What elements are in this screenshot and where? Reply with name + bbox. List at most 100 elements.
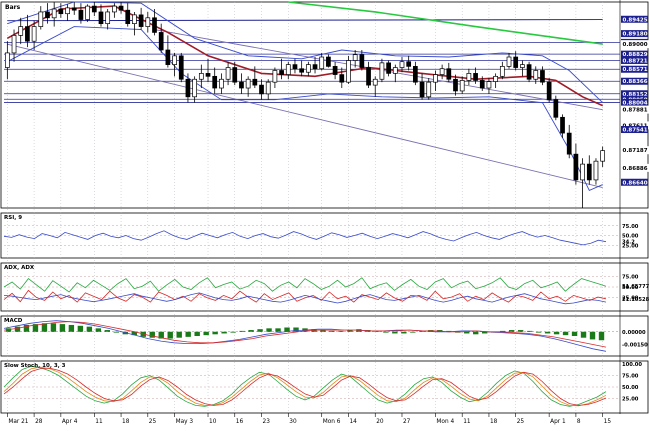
price-tick-label: 0.87187	[623, 148, 648, 154]
macd-histogram-bar	[23, 324, 30, 332]
stoch-tick-label: 100.00	[622, 362, 642, 368]
price-tick-label: 0.86640	[623, 180, 648, 186]
price-label-box	[621, 30, 648, 38]
candle-body-down	[279, 70, 284, 75]
candle	[560, 114, 565, 138]
macd-histogram-bar	[14, 326, 21, 332]
candle	[513, 51, 519, 71]
x-tick-label: Mar 21	[8, 419, 28, 425]
candle-body-down	[359, 54, 365, 68]
macd-histogram-bar	[131, 331, 137, 336]
candle	[359, 49, 365, 71]
price-tick-label: 0.87881	[623, 108, 648, 114]
price-label-box	[621, 178, 648, 186]
candle-body-up	[593, 160, 599, 181]
x-tick-label: 18	[122, 419, 130, 425]
x-tick-label: 25	[149, 419, 157, 425]
candle	[413, 61, 418, 86]
macd-histogram-bar	[446, 330, 452, 332]
macd-histogram-bar	[185, 331, 191, 337]
candle-body-up	[399, 61, 405, 68]
candle	[219, 73, 224, 94]
macd-series-line	[3, 320, 607, 352]
candle-body-up	[245, 78, 251, 89]
x-tick-label: 15	[604, 419, 612, 425]
candle-body-up	[145, 17, 151, 27]
macd-histogram-bar	[32, 324, 39, 332]
x-tick-label: 18	[490, 419, 498, 425]
candle-body-down	[239, 81, 244, 89]
x-tick-label: 23	[263, 419, 271, 425]
candle-body-down	[185, 78, 191, 98]
candle-body-up	[225, 67, 231, 80]
price-tick-label: 0.88829	[623, 52, 648, 58]
candle	[65, 4, 70, 21]
macd-histogram-bar	[383, 331, 389, 333]
candle-body-down	[25, 26, 30, 42]
price-label-box	[621, 56, 648, 64]
macd-histogram-bar	[212, 331, 218, 335]
candle	[586, 155, 592, 185]
candle	[473, 67, 478, 84]
macd-histogram-bar	[5, 328, 12, 332]
price-label-box	[620, 105, 649, 114]
trendline	[7, 19, 603, 22]
candle-body-down	[138, 14, 144, 27]
candle-body-up	[499, 66, 505, 77]
price-tick-label: 0.88152	[623, 92, 648, 98]
candle	[239, 73, 244, 94]
candle	[192, 76, 197, 103]
candle-body-down	[473, 73, 478, 81]
candle	[85, 4, 90, 22]
price-tick-label: 0.88004	[623, 100, 648, 106]
candle	[553, 95, 559, 121]
candle	[198, 64, 204, 89]
candle	[573, 143, 579, 185]
candle-body-up	[379, 62, 385, 80]
macd-histogram-bar	[203, 331, 209, 336]
macd-histogram-bar	[410, 331, 416, 333]
candle	[212, 67, 218, 94]
stoch-title: Slow Stoch, 10, 3, 3	[4, 363, 66, 369]
candle	[51, 2, 57, 27]
macd-histogram-bar	[392, 331, 398, 334]
macd-histogram-bar	[95, 328, 102, 332]
adx-series-line	[3, 292, 607, 305]
macd-histogram-bar	[158, 331, 164, 339]
candle-body-down	[45, 11, 50, 19]
rsi-tick-label: 75.00	[622, 224, 639, 230]
candle-body-down	[98, 11, 104, 25]
macd-histogram-bar	[194, 331, 200, 336]
candle	[259, 79, 264, 100]
macd-histogram-bar	[167, 331, 173, 339]
candle-body-up	[112, 5, 117, 13]
candle	[58, 3, 64, 18]
candle	[526, 61, 532, 83]
candle	[279, 58, 284, 80]
candle	[352, 49, 358, 68]
adx-title: ADX, ADX	[4, 265, 35, 271]
candle-body-up	[372, 78, 378, 86]
candle	[245, 76, 251, 97]
candle	[165, 35, 171, 68]
macd-histogram-bar	[589, 331, 596, 340]
x-tick-label: Mon 4	[436, 419, 454, 425]
candle	[25, 14, 30, 48]
candle-body-down	[125, 9, 131, 25]
candle	[285, 61, 291, 80]
candle	[399, 57, 405, 73]
candle-body-up	[346, 60, 351, 83]
stoch-tick-label: 25.00	[622, 397, 639, 403]
macd-histogram-bar	[419, 330, 425, 332]
candle	[38, 6, 44, 30]
candle-body-down	[479, 80, 485, 89]
macd-histogram-bar	[499, 330, 506, 332]
candle-body-down	[58, 8, 64, 15]
candle	[366, 61, 371, 89]
x-tick-label: Mon 6	[323, 419, 341, 425]
rsi-tick-label: 25.00	[622, 243, 639, 249]
x-tick-label: 27	[403, 419, 411, 425]
candle	[172, 52, 177, 77]
candle-body-up	[265, 81, 271, 95]
